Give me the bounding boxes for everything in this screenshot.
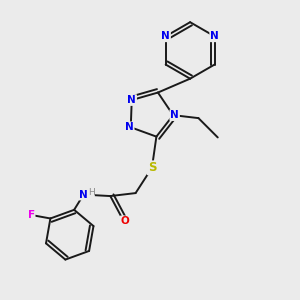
Text: O: O [121, 216, 130, 226]
Text: F: F [28, 211, 34, 220]
Text: N: N [161, 31, 170, 41]
Text: S: S [148, 161, 156, 174]
Text: N: N [128, 95, 136, 105]
Text: N: N [125, 122, 134, 132]
Text: H: H [88, 188, 94, 197]
Text: N: N [210, 31, 219, 41]
Text: N: N [170, 110, 179, 120]
Text: N: N [79, 190, 88, 200]
